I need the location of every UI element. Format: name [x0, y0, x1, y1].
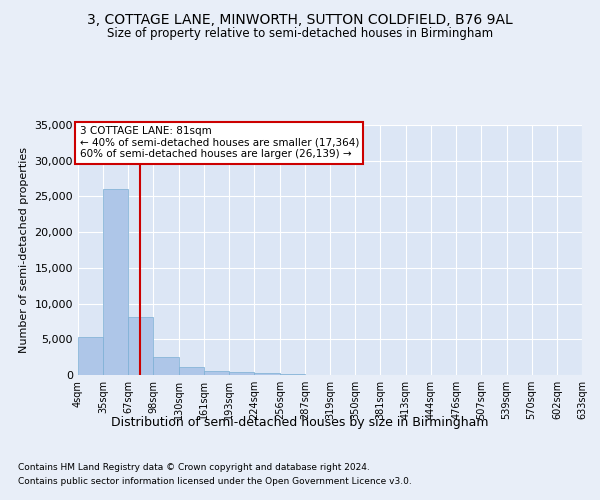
Y-axis label: Number of semi-detached properties: Number of semi-detached properties	[19, 147, 29, 353]
Bar	[179, 367, 204, 375]
Text: Contains public sector information licensed under the Open Government Licence v3: Contains public sector information licen…	[18, 478, 412, 486]
Text: 3 COTTAGE LANE: 81sqm
← 40% of semi-detached houses are smaller (17,364)
60% of : 3 COTTAGE LANE: 81sqm ← 40% of semi-deta…	[80, 126, 359, 160]
Bar	[154, 357, 179, 375]
Bar	[229, 372, 254, 375]
Bar	[78, 337, 103, 375]
Bar	[280, 374, 305, 375]
Text: 3, COTTAGE LANE, MINWORTH, SUTTON COLDFIELD, B76 9AL: 3, COTTAGE LANE, MINWORTH, SUTTON COLDFI…	[87, 12, 513, 26]
Text: Size of property relative to semi-detached houses in Birmingham: Size of property relative to semi-detach…	[107, 28, 493, 40]
Text: Distribution of semi-detached houses by size in Birmingham: Distribution of semi-detached houses by …	[111, 416, 489, 429]
Bar	[204, 370, 229, 375]
Bar	[103, 190, 128, 375]
Bar	[128, 317, 154, 375]
Text: Contains HM Land Registry data © Crown copyright and database right 2024.: Contains HM Land Registry data © Crown c…	[18, 462, 370, 471]
Bar	[254, 373, 280, 375]
